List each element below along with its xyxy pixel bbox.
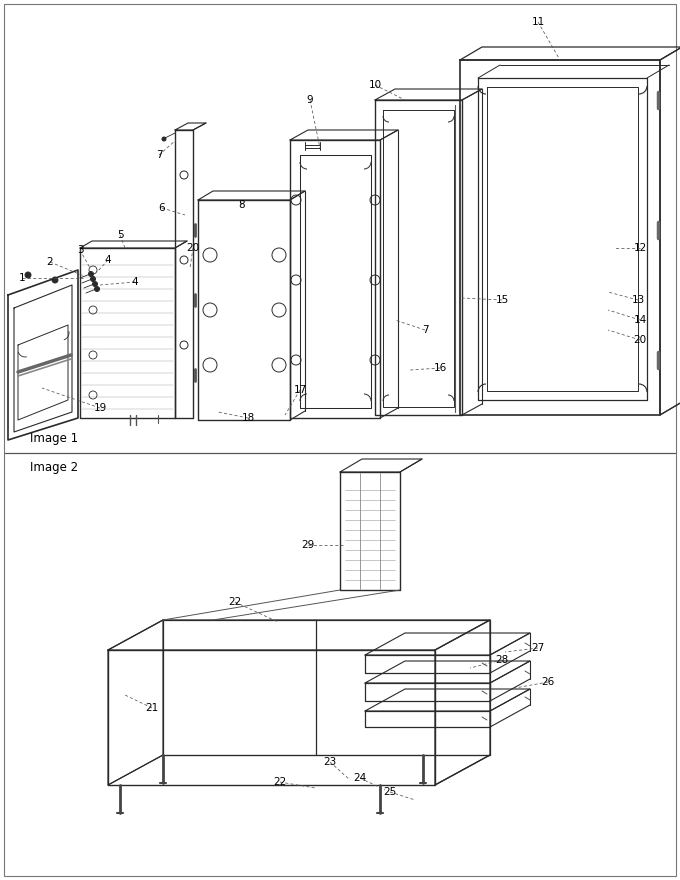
Text: 28: 28: [495, 655, 509, 665]
Text: 17: 17: [293, 385, 307, 395]
Circle shape: [88, 272, 94, 276]
Text: 6: 6: [158, 203, 165, 213]
Text: 23: 23: [324, 757, 337, 767]
Text: 5: 5: [117, 230, 123, 240]
Text: 7: 7: [156, 150, 163, 160]
Circle shape: [95, 287, 99, 291]
Text: 9: 9: [307, 95, 313, 105]
Text: 21: 21: [146, 703, 158, 713]
Text: 29: 29: [301, 540, 315, 550]
Text: 3: 3: [77, 245, 84, 255]
Text: 7: 7: [422, 325, 428, 335]
Text: 26: 26: [541, 677, 555, 687]
Circle shape: [25, 272, 31, 278]
Text: 1: 1: [18, 273, 25, 283]
Text: 25: 25: [384, 787, 396, 797]
Text: 11: 11: [531, 17, 545, 27]
Text: 20: 20: [186, 243, 199, 253]
Circle shape: [90, 276, 95, 282]
Text: 22: 22: [273, 777, 287, 787]
Text: 18: 18: [241, 413, 254, 423]
Text: 4: 4: [105, 255, 112, 265]
Text: 15: 15: [495, 295, 509, 305]
Circle shape: [92, 282, 97, 287]
Text: 27: 27: [531, 643, 545, 653]
Circle shape: [52, 277, 58, 283]
Text: 4: 4: [132, 277, 138, 287]
Circle shape: [162, 137, 166, 141]
Text: 20: 20: [634, 335, 647, 345]
Text: 22: 22: [228, 597, 241, 607]
Text: 16: 16: [433, 363, 447, 373]
Text: Image 1: Image 1: [30, 432, 78, 445]
Text: 12: 12: [633, 243, 647, 253]
Text: 14: 14: [633, 315, 647, 325]
Text: 10: 10: [369, 80, 381, 90]
Text: 19: 19: [93, 403, 107, 413]
Text: 2: 2: [47, 257, 53, 267]
Text: 24: 24: [354, 773, 367, 783]
Text: 13: 13: [631, 295, 645, 305]
Text: 8: 8: [239, 200, 245, 210]
Text: Image 2: Image 2: [30, 461, 78, 474]
